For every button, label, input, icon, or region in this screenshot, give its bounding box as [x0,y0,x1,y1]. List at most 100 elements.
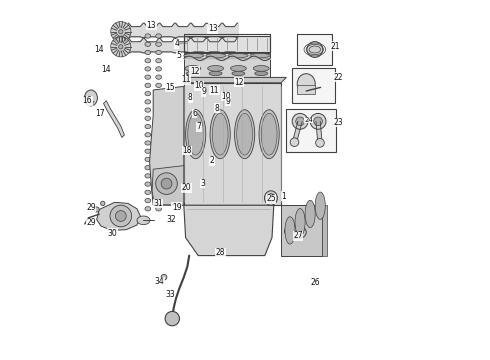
Ellipse shape [145,149,151,153]
Text: 25: 25 [266,194,276,203]
Ellipse shape [156,166,162,170]
Text: 15: 15 [165,83,175,92]
Text: 12: 12 [235,78,244,87]
Ellipse shape [200,87,206,94]
Ellipse shape [161,178,172,189]
Text: 21: 21 [331,42,341,51]
Ellipse shape [145,166,151,170]
Ellipse shape [145,83,151,87]
Ellipse shape [156,50,162,55]
Polygon shape [152,166,184,205]
Bar [184,83,281,205]
Text: 16: 16 [82,96,92,105]
Ellipse shape [145,75,151,79]
Ellipse shape [156,91,162,96]
Ellipse shape [186,110,206,159]
Ellipse shape [210,110,230,159]
Ellipse shape [165,311,179,326]
Ellipse shape [156,173,177,194]
Ellipse shape [145,116,151,121]
Bar [322,205,327,256]
Ellipse shape [156,141,162,145]
Ellipse shape [156,83,162,87]
Text: 32: 32 [167,215,176,224]
Ellipse shape [145,157,151,162]
Ellipse shape [296,117,304,126]
Ellipse shape [291,226,306,239]
Ellipse shape [307,42,323,58]
Ellipse shape [185,66,201,71]
Ellipse shape [119,45,123,49]
Text: 2: 2 [210,156,214,166]
Ellipse shape [305,200,315,228]
Ellipse shape [145,174,151,178]
Polygon shape [160,90,176,158]
Ellipse shape [156,75,162,79]
Ellipse shape [156,116,162,121]
Ellipse shape [110,205,132,227]
Bar [286,109,336,152]
Text: 14: 14 [101,65,111,74]
Ellipse shape [116,211,126,221]
Text: 19: 19 [172,202,181,212]
Text: 8: 8 [188,94,193,103]
Ellipse shape [228,54,248,58]
Ellipse shape [310,113,326,129]
Ellipse shape [186,71,199,76]
Ellipse shape [156,198,162,203]
Ellipse shape [285,225,300,238]
Polygon shape [293,121,302,142]
Ellipse shape [156,100,162,104]
Text: 28: 28 [216,248,225,257]
Bar [292,68,335,103]
Ellipse shape [156,190,162,194]
Text: 9: 9 [225,97,230,106]
Text: 20: 20 [182,184,192,193]
Ellipse shape [156,124,162,129]
Ellipse shape [84,90,98,106]
Ellipse shape [297,74,315,94]
Ellipse shape [161,274,167,280]
Ellipse shape [292,113,308,129]
Text: 5: 5 [176,51,181,60]
Bar [297,85,315,94]
Bar [297,34,333,65]
Ellipse shape [145,207,151,211]
Bar [184,36,270,52]
Text: 13: 13 [147,21,156,30]
Ellipse shape [119,30,123,34]
Ellipse shape [145,59,151,63]
Bar [184,78,270,83]
Ellipse shape [212,86,219,93]
Ellipse shape [232,71,245,76]
Ellipse shape [255,71,268,76]
Bar [281,205,322,256]
Ellipse shape [145,132,151,137]
Ellipse shape [145,100,151,104]
Polygon shape [97,202,141,230]
Ellipse shape [156,132,162,137]
Ellipse shape [137,216,150,225]
Ellipse shape [145,190,151,194]
Ellipse shape [235,110,255,159]
Text: 26: 26 [310,278,320,287]
Polygon shape [180,137,183,153]
Ellipse shape [145,182,151,186]
Ellipse shape [212,113,228,155]
Ellipse shape [315,192,325,219]
Ellipse shape [188,113,204,155]
Ellipse shape [145,198,151,203]
Text: 29: 29 [86,202,96,212]
Text: 18: 18 [182,146,192,155]
Ellipse shape [156,149,162,153]
Text: 10: 10 [221,92,231,101]
Text: 10: 10 [194,81,204,90]
Ellipse shape [184,79,204,82]
Text: 6: 6 [192,109,197,118]
Text: 14: 14 [95,45,104,54]
Ellipse shape [156,174,162,178]
Text: 11: 11 [181,76,190,85]
Ellipse shape [183,75,190,82]
Ellipse shape [215,106,220,111]
Ellipse shape [225,99,231,106]
